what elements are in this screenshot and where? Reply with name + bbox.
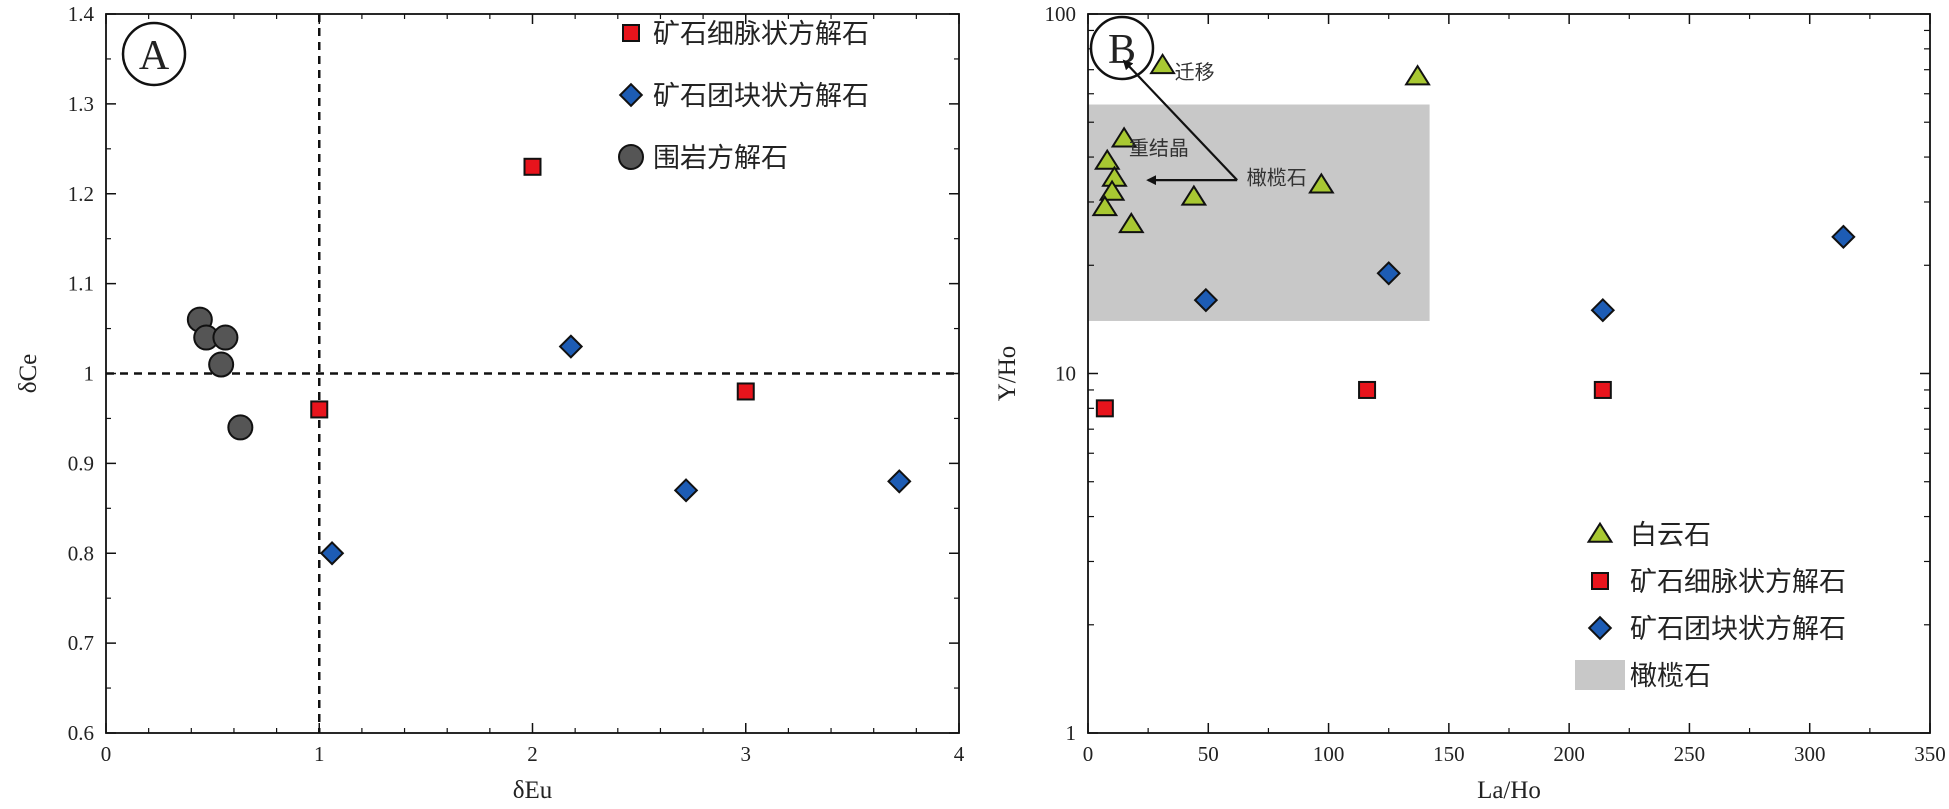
panel-label-circle xyxy=(1089,15,1155,81)
x-tick-label: 50 xyxy=(1198,742,1219,766)
data-point xyxy=(1308,172,1335,194)
legend-label: 围岩方解石 xyxy=(653,143,788,174)
x-tick-label: 150 xyxy=(1433,742,1465,766)
data-point xyxy=(1376,261,1401,286)
data-point xyxy=(1095,399,1114,418)
data-point xyxy=(1193,287,1219,313)
legend-marker xyxy=(618,144,644,170)
data-point xyxy=(558,334,584,359)
x-tick-label: 1 xyxy=(314,742,325,766)
x-tick-label: 350 xyxy=(1914,742,1946,766)
y-tick-label: 1.4 xyxy=(68,2,95,26)
annotation-migration: 迁移 xyxy=(1175,60,1215,84)
panel-label: A xyxy=(139,33,170,79)
panel-label-circle xyxy=(121,21,187,87)
y-axis-title: Y/Ho xyxy=(994,346,1021,402)
panel-b: 0 50 100 150 200 250 300 350 1 10 100 La/Ho Y/Ho B 白云石… xyxy=(994,2,1946,804)
x-tick-label: 4 xyxy=(954,742,965,766)
data-point xyxy=(1149,53,1176,75)
data-point xyxy=(523,157,542,176)
y-tick-label: 0.6 xyxy=(68,721,94,745)
y-axis-title: δCe xyxy=(15,354,42,394)
legend-marker xyxy=(618,82,644,108)
legend-label: 矿石团块状方解石 xyxy=(653,81,869,112)
x-axis-title: δEu xyxy=(513,777,553,804)
legend-label: 矿石细脉状方解石 xyxy=(1630,567,1846,598)
legend-marker xyxy=(1591,572,1609,590)
data-point xyxy=(227,414,254,441)
legend-label: 橄榄石 xyxy=(1630,661,1711,692)
legend-marker xyxy=(1575,660,1625,690)
data-point xyxy=(1180,184,1208,206)
data-point xyxy=(1093,148,1121,170)
data-point xyxy=(208,351,235,378)
y-tick-label: 0.8 xyxy=(68,541,94,565)
legend-label: 白云石 xyxy=(1630,520,1711,551)
y-tick-label: 1.1 xyxy=(68,272,94,296)
panel-label: B xyxy=(1108,27,1136,73)
data-point xyxy=(1091,194,1119,217)
x-tick-label: 300 xyxy=(1794,742,1826,766)
field-region xyxy=(1088,104,1430,321)
x-tick-label: 0 xyxy=(1083,742,1094,766)
y-tick-label: 1.2 xyxy=(68,182,94,206)
data-point xyxy=(1098,179,1126,201)
data-point xyxy=(310,400,329,419)
data-point xyxy=(1590,297,1616,323)
data-point xyxy=(736,382,755,401)
x-tick-label: 250 xyxy=(1674,742,1706,766)
legend-marker xyxy=(1587,615,1613,641)
data-point xyxy=(212,324,239,351)
y-tick-label: 100 xyxy=(1045,2,1077,26)
y-tick-label: 0.9 xyxy=(68,451,94,475)
data-point xyxy=(673,478,699,503)
panel-a: 0 1 2 3 4 0.6 0.7 0.8 0.9 1 1.1 1.2 1.3 1.4 δEu δCe A 矿石细… xyxy=(15,2,965,804)
data-point xyxy=(1110,126,1138,148)
annotation-recrystallization: 重结晶 xyxy=(1129,136,1189,160)
arrow-migration xyxy=(1122,59,1238,181)
y-tick-label: 0.7 xyxy=(68,631,94,655)
data-point xyxy=(319,541,345,566)
x-tick-label: 100 xyxy=(1313,742,1345,766)
data-point xyxy=(1831,224,1856,250)
x-tick-label: 200 xyxy=(1553,742,1585,766)
x-tick-label: 2 xyxy=(527,742,538,766)
legend-label: 矿石团块状方解石 xyxy=(1630,614,1846,645)
legend-label: 矿石细脉状方解石 xyxy=(653,19,869,50)
data-point xyxy=(887,469,912,494)
data-point xyxy=(1593,380,1612,399)
x-axis-title: La/Ho xyxy=(1477,777,1541,804)
data-point xyxy=(1404,64,1431,86)
y-tick-label: 1 xyxy=(84,362,95,386)
legend-marker xyxy=(1586,521,1614,543)
legend-marker xyxy=(622,24,640,42)
data-point xyxy=(1358,380,1377,399)
annotation-olivine: 橄榄石 xyxy=(1247,166,1307,190)
y-tick-label: 10 xyxy=(1055,362,1076,386)
x-tick-label: 3 xyxy=(741,742,752,766)
y-tick-label: 1 xyxy=(1066,721,1077,745)
y-tick-label: 1.3 xyxy=(68,92,94,116)
data-point xyxy=(1118,212,1145,234)
x-tick-label: 0 xyxy=(101,742,112,766)
